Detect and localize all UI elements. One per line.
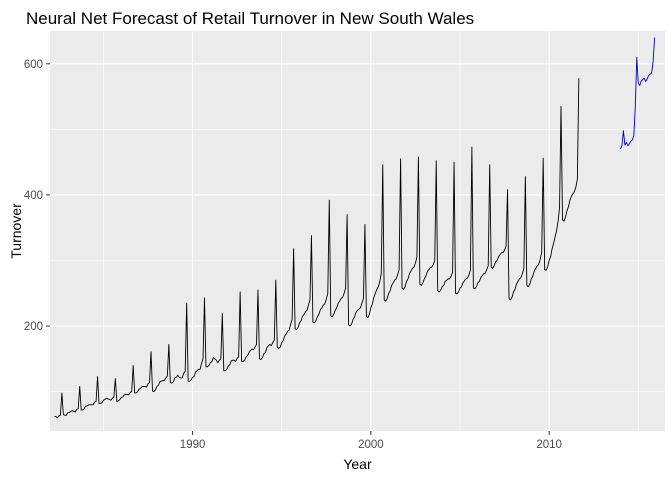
y-tick-label: 400 [24,190,43,202]
series-layer [54,37,656,419]
y-axis-ticks: 200 400 600 [24,59,50,333]
x-axis-title: Year [343,456,372,472]
x-tick-label: 2010 [536,439,562,451]
forecast-line [620,37,656,150]
x-axis-ticks: 1990 2000 2010 [180,431,562,451]
plot-panel [50,31,665,431]
y-tick-label: 600 [24,59,43,71]
y-tick-label: 200 [24,321,43,333]
x-tick-label: 1990 [180,439,206,451]
history-line [54,78,580,419]
x-tick-label: 2000 [358,439,384,451]
minor-gridlines [50,31,665,431]
chart-title: Neural Net Forecast of Retail Turnover i… [26,9,474,28]
y-axis-title: Turnover [8,203,24,259]
